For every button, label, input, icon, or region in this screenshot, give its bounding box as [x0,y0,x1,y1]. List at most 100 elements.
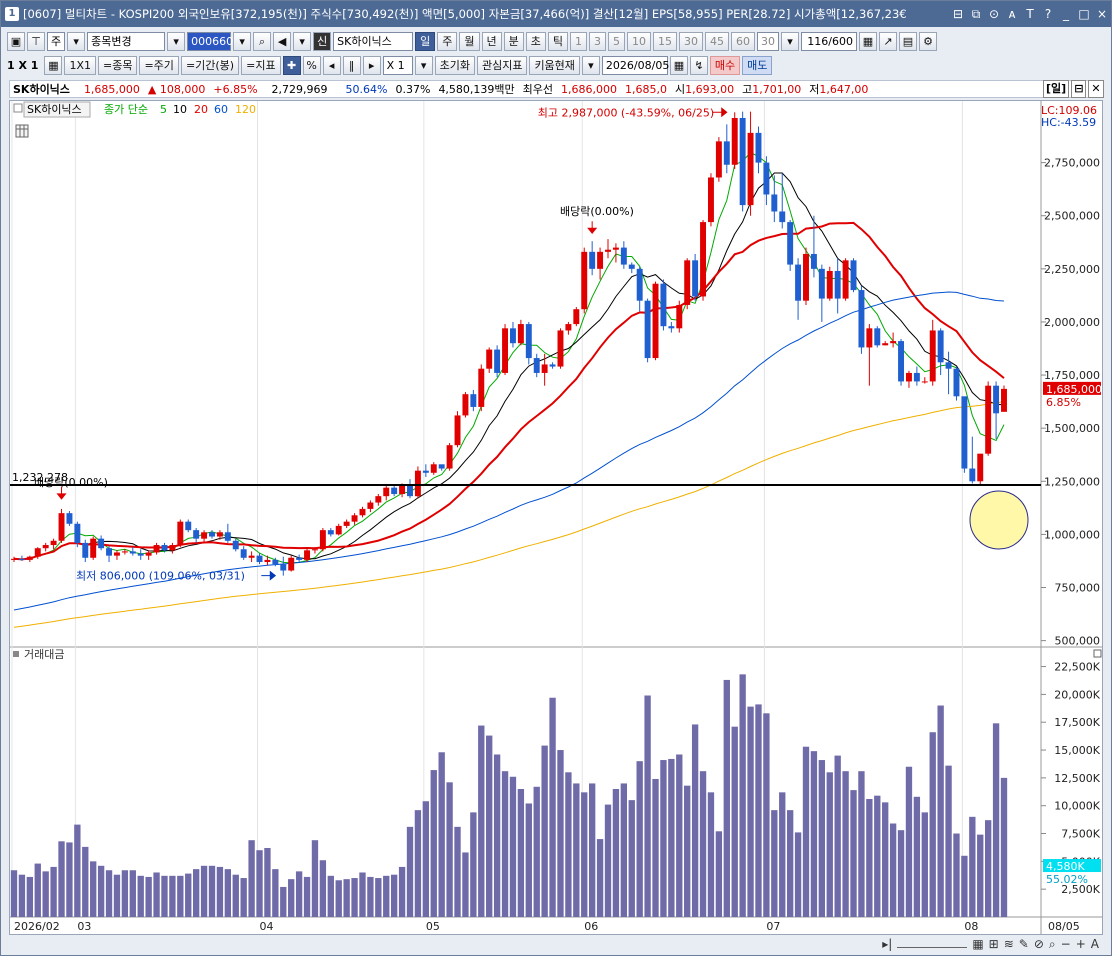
zoom-in-icon[interactable]: + [1075,937,1086,951]
candle-body [486,349,493,369]
zoom-select[interactable]: X 1 [382,55,413,75]
interval-1[interactable]: 1 [570,31,587,51]
stock-code-input[interactable]: 000660 [187,31,233,51]
percent-button[interactable]: % [302,55,321,75]
sync-stock-button[interactable]: =종목 [98,55,138,75]
interval-5[interactable]: 5 [608,31,625,51]
volume-bar [153,872,160,917]
volume-pane-icon[interactable] [13,651,19,657]
ma20-line [13,221,1005,561]
font-icon[interactable]: ᴀ [1008,7,1016,21]
calendar-icon[interactable]: ▦ [669,55,688,75]
search-icon[interactable]: ⌕ [253,31,272,51]
candle-body [589,251,596,269]
chart-type-icon[interactable]: ≋ [1003,937,1014,951]
next-icon[interactable]: ▸ [362,55,381,75]
period-month[interactable]: 월 [459,31,480,51]
speaker-icon[interactable]: ◀ [273,31,292,51]
candle-body [525,324,532,359]
period-day[interactable]: 일 [415,31,436,51]
candle-body [937,330,944,363]
grid-icon[interactable]: ▦ [859,31,877,51]
legend-name-box[interactable] [23,101,91,118]
reset-button[interactable]: 초기화 [434,55,475,75]
ma5-line [13,151,1005,564]
chevron-down-icon[interactable]: ▾ [781,31,799,51]
close-button[interactable]: × [1096,7,1108,21]
layout-icon[interactable]: ▣ [7,31,25,51]
moving-average-lines [13,151,1005,628]
table-icon[interactable]: ▦ [972,937,984,951]
copy-icon[interactable]: ⧉ [971,6,981,21]
sell-button[interactable]: 매도 [742,55,773,75]
legend-checkbox-icon[interactable] [13,103,23,113]
zoom-out-icon[interactable]: − [1060,937,1071,951]
collapse-icon[interactable]: ⊟ [1071,80,1087,98]
scroll-right-icon[interactable]: ▸| [882,937,893,951]
date-input[interactable]: 2026/08/05 [601,55,669,75]
close-icon[interactable]: ✕ [1088,80,1104,98]
interval-input[interactable]: 30 [757,31,779,51]
period-week[interactable]: 주 [437,31,458,51]
interval-60[interactable]: 60 [731,31,755,51]
candle-body [98,538,105,549]
interval-15[interactable]: 15 [653,31,677,51]
table-icon[interactable] [15,124,29,138]
type-select[interactable]: 주 [47,31,66,51]
candle-count-input[interactable]: 116/600 [801,31,857,51]
maximize-button[interactable]: □ [1078,7,1090,21]
period-tab[interactable]: [일] [1043,80,1070,98]
sync-period-button[interactable]: =주기 [139,55,179,75]
stock-change-select[interactable]: 종목변경 [87,31,166,51]
period-tick[interactable]: 틱 [547,31,568,51]
prev-icon[interactable]: ◂ [322,55,341,75]
save-icon[interactable]: ▤ [899,31,917,51]
crosshair-icon[interactable]: ⊞ [988,937,999,951]
draw-icon[interactable]: ✎ [1018,937,1029,951]
chart-sync-icon[interactable]: ↯ [689,55,708,75]
chart-area[interactable]: 2,750,000 2,500,000 2,250,000 2,000,000 1,75… [9,100,1103,935]
drawn-circle[interactable] [969,490,1029,550]
scrollbar[interactable] [897,940,968,948]
layout-1x1-button[interactable]: 1X1 [64,55,96,75]
chevron-down-icon[interactable]: ▾ [581,55,600,75]
interval-10[interactable]: 10 [627,31,651,51]
font-size-icon[interactable]: A [1090,937,1099,951]
buy-button[interactable]: 매수 [709,55,741,75]
pane-maximize-icon[interactable] [1093,649,1102,658]
chevron-down-icon[interactable]: ▾ [67,31,86,51]
volume-bar [850,790,857,917]
candle-body [74,523,81,543]
hide-icon[interactable]: ⊘ [1033,937,1044,951]
interval-45[interactable]: 45 [705,31,729,51]
period-minute[interactable]: 분 [503,31,524,51]
chevron-down-icon[interactable]: ▾ [414,55,433,75]
grid-icon[interactable]: ▦ [44,55,63,75]
sync-indicator-button[interactable]: =지표 [241,55,281,75]
period-second[interactable]: 초 [525,31,546,51]
interval-3[interactable]: 3 [589,31,606,51]
chevron-down-icon[interactable]: ▾ [293,31,312,51]
candle-body [858,290,865,348]
link-icon[interactable]: ⊟ [952,7,964,21]
minimize-button[interactable]: _ [1063,7,1069,21]
search-icon[interactable]: ⌕ [1048,936,1056,951]
target-icon[interactable]: ⊙ [988,7,1000,21]
chevron-down-icon[interactable]: ▾ [167,31,186,51]
pin-icon[interactable]: ⊤ [27,31,45,51]
gear-icon[interactable]: ⚙ [919,31,937,51]
pause-icon[interactable]: ‖ [342,55,361,75]
crosshair-icon[interactable]: ✚ [282,55,301,75]
interest-indicator-button[interactable]: 관심지표 [476,55,528,75]
kiwoom-current-button[interactable]: 키움현재 [529,55,580,75]
trend-icon[interactable]: ↗ [879,31,897,51]
sync-range-button[interactable]: =기간(봉) [180,55,240,75]
period-year[interactable]: 년 [481,31,502,51]
chart-canvas[interactable]: 2,750,000 2,500,000 2,250,000 2,000,000 1,75… [10,101,1102,934]
volume-bar [454,826,461,917]
interval-30[interactable]: 30 [679,31,703,51]
open-price: 1,693,00 [685,82,735,96]
help-icon[interactable]: ? [1044,7,1052,21]
chevron-down-icon[interactable]: ▾ [233,31,252,51]
text-icon[interactable]: T [1026,7,1034,21]
